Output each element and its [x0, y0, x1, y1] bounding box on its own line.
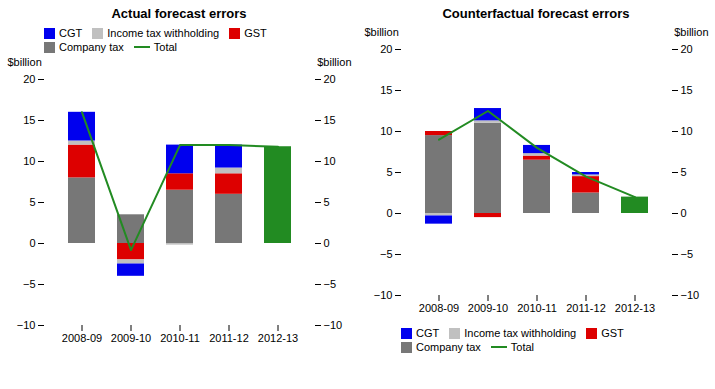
svg-text:5: 5 — [681, 166, 687, 178]
html-text:CGT: CGT — [416, 327, 440, 339]
html-text:GST: GST — [601, 327, 624, 339]
svg-text:10: 10 — [681, 125, 693, 137]
html-text:Counterfactual forecast errors: Counterfactual forecast errors — [442, 6, 630, 21]
svg-text:−10: −10 — [681, 289, 700, 301]
svg-text:2010-11: 2010-11 — [517, 302, 557, 314]
svg-text:$billion: $billion — [365, 26, 399, 38]
svg-text:−5: −5 — [23, 278, 36, 290]
svg-text:0: 0 — [681, 207, 687, 219]
svg-text:2009-10: 2009-10 — [468, 302, 508, 314]
svg-text:5: 5 — [324, 196, 330, 208]
html-text:Company tax: Company tax — [59, 41, 124, 53]
svg-text:20: 20 — [23, 73, 35, 85]
svg-text:−5: −5 — [681, 248, 694, 260]
svg-text:2012-13: 2012-13 — [258, 332, 298, 344]
html-text:Total: Total — [153, 41, 178, 53]
svg-text:2011-12: 2011-12 — [209, 332, 249, 344]
svg-text:15: 15 — [23, 114, 35, 126]
svg-text:$billion: $billion — [8, 56, 42, 68]
svg-text:0: 0 — [386, 207, 392, 219]
html-text:CGT: CGT — [59, 27, 83, 39]
svg-text:10: 10 — [324, 155, 336, 167]
svg-text:2010-11: 2010-11 — [160, 332, 200, 344]
svg-text:0: 0 — [29, 237, 35, 249]
svg-text:20: 20 — [324, 73, 336, 85]
svg-text:20: 20 — [380, 43, 392, 55]
svg-text:10: 10 — [380, 125, 392, 137]
svg-text:2011-12: 2011-12 — [566, 302, 606, 314]
svg-text:15: 15 — [324, 114, 336, 126]
svg-text:−10: −10 — [17, 319, 36, 331]
svg-text:−5: −5 — [324, 278, 337, 290]
html-text:Actual forecast errors: Actual forecast errors — [111, 6, 247, 21]
svg-text:5: 5 — [386, 166, 392, 178]
svg-text:10: 10 — [23, 155, 35, 167]
html-text:GST: GST — [244, 27, 267, 39]
svg-text:5: 5 — [29, 196, 35, 208]
html-text:Income tax withholding: Income tax withholding — [464, 327, 577, 339]
svg-text:$billion: $billion — [317, 56, 351, 68]
html-text:Income tax withholding: Income tax withholding — [107, 27, 220, 39]
svg-text:−5: −5 — [380, 248, 393, 260]
svg-text:2009-10: 2009-10 — [111, 332, 151, 344]
html-text:Total: Total — [510, 341, 535, 353]
svg-text:15: 15 — [380, 84, 392, 96]
svg-text:0: 0 — [324, 237, 330, 249]
svg-text:−10: −10 — [324, 319, 343, 331]
svg-text:2008-09: 2008-09 — [62, 332, 102, 344]
svg-text:$billion: $billion — [674, 26, 708, 38]
svg-text:15: 15 — [681, 84, 693, 96]
svg-text:−10: −10 — [374, 289, 393, 301]
svg-text:20: 20 — [681, 43, 693, 55]
svg-text:2008-09: 2008-09 — [419, 302, 459, 314]
html-text:Company tax: Company tax — [416, 341, 481, 353]
svg-text:2012-13: 2012-13 — [615, 302, 655, 314]
